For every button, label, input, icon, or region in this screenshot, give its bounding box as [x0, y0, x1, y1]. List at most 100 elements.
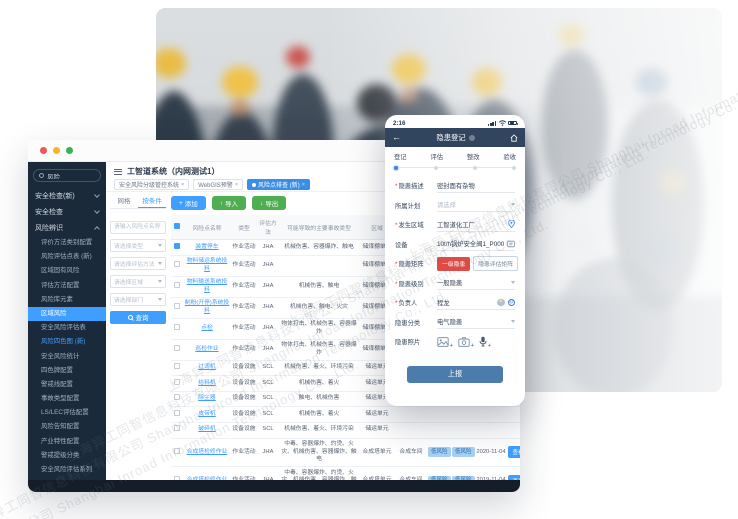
view-button[interactable]: 查看	[508, 446, 520, 459]
sidebar-item[interactable]: 评估方法配置	[41, 281, 80, 289]
query-button[interactable]: 查询	[110, 310, 166, 324]
filter-select[interactable]: 请选择部门	[110, 292, 166, 306]
row-checkbox[interactable]	[174, 260, 180, 267]
row-checkbox[interactable]	[174, 447, 180, 454]
sidebar-item[interactable]: LS/LEC评估配置	[41, 409, 89, 417]
sidebar-item[interactable]: 安全风险评估表	[41, 324, 86, 332]
back-button[interactable]: ←	[392, 132, 401, 142]
sidebar-group[interactable]: 风险辨识	[28, 220, 106, 236]
battery-icon	[508, 120, 518, 126]
close-icon[interactable]: ×	[234, 181, 239, 188]
sidebar-item[interactable]: 警戒线配置	[41, 380, 73, 388]
area-select[interactable]: 工智道化工厂	[437, 218, 515, 232]
row-checkbox[interactable]	[174, 281, 180, 288]
menu-icon[interactable]	[114, 168, 122, 175]
hazard-description-input[interactable]: 密封面有杂物	[437, 179, 515, 193]
sidebar-group[interactable]: 安全检查	[28, 204, 106, 220]
clear-icon[interactable]: ×	[497, 298, 505, 306]
row-checkbox[interactable]	[174, 394, 180, 401]
filter-select[interactable]: 请选择评估方法	[110, 256, 166, 270]
record-audio-button[interactable]: +	[479, 336, 491, 349]
submit-button[interactable]: 上报	[407, 365, 503, 383]
close-icon[interactable]: ×	[301, 181, 305, 188]
row-checkbox[interactable]	[174, 323, 180, 330]
export-button[interactable]: ↓ 导出	[252, 196, 287, 210]
sidebar-search-input[interactable]	[47, 172, 95, 179]
sidebar-item[interactable]: 风险告知配置	[41, 423, 80, 431]
import-button[interactable]: ↑ 导入	[211, 196, 247, 210]
sidebar: 安全检查(新) 安全检查 风险辨识 评价方法	[28, 162, 106, 480]
device-select[interactable]: 10t/h锅炉安全阀1_P0001	[437, 237, 515, 252]
take-photo-button[interactable]: +	[458, 337, 474, 349]
sidebar-search[interactable]	[33, 169, 101, 182]
risk-point-link[interactable]: 合成塔检修作业	[186, 448, 228, 455]
tab-label: 安全风险分级管控系统	[119, 183, 180, 189]
contact-picker-icon[interactable]: @	[507, 298, 515, 306]
risk-point-search-input[interactable]	[110, 220, 166, 234]
step-dot-icon	[434, 165, 439, 170]
row-checkbox[interactable]	[174, 345, 180, 352]
select-all-checkbox[interactable]	[174, 223, 180, 229]
row-checkbox[interactable]	[174, 302, 180, 309]
sidebar-item[interactable]: 事故类型配置	[41, 395, 80, 403]
row-checkbox[interactable]	[174, 242, 180, 249]
step-tab[interactable]: 登记	[394, 154, 407, 161]
add-image-button[interactable]: +	[437, 337, 453, 349]
location-pin-icon[interactable]	[508, 220, 515, 229]
risk-point-link[interactable]: 给料机	[198, 379, 216, 386]
step-dot-icon	[394, 165, 398, 170]
sidebar-item[interactable]: 安全风险统计	[41, 352, 80, 360]
risk-point-link[interactable]: 过滤机	[198, 364, 216, 371]
search-icon	[127, 314, 133, 320]
matrix-evaluate-button[interactable]: 隐患评估矩阵	[473, 256, 518, 272]
row-checkbox[interactable]	[174, 363, 180, 370]
minimize-window-icon[interactable]	[53, 147, 60, 154]
level-select[interactable]: 一般隐患	[437, 276, 515, 291]
risk-point-link[interactable]: 物料储运系统投料	[186, 258, 228, 272]
sidebar-group[interactable]: 安全检查(新)	[28, 188, 106, 204]
risk-point-link[interactable]: 制粉(开停)系统投料	[184, 300, 230, 314]
risk-point-link[interactable]: 装置停车	[195, 243, 219, 250]
chevron-down-icon	[511, 281, 515, 285]
filter-tab[interactable]: 按条件	[138, 196, 166, 208]
step-tab[interactable]: 验收	[503, 154, 516, 161]
row-checkbox[interactable]	[174, 425, 180, 432]
sidebar-item[interactable]: 安全风险评估系列	[41, 466, 93, 473]
filter-select[interactable]: 请选择类型	[110, 238, 166, 252]
filter-select[interactable]: 请选择区域	[110, 274, 166, 288]
add-button[interactable]: + 添加	[171, 196, 206, 210]
close-icon[interactable]: ×	[181, 181, 185, 188]
sidebar-item[interactable]: 四色牌配置	[41, 366, 73, 374]
tab-chip[interactable]: WebGIS预警 ×	[193, 179, 244, 190]
sidebar-item[interactable]: 警戒提级分类	[41, 451, 80, 459]
hazard-level-button[interactable]: 一级隐患	[437, 256, 471, 271]
category-select[interactable]: 电气隐患	[437, 315, 515, 330]
filter-tab[interactable]: 网格	[117, 198, 131, 205]
plan-select[interactable]: 请选择	[437, 198, 515, 213]
risk-point-link[interactable]: 除尘器	[198, 395, 216, 402]
owner-field[interactable]: 程龙 × @	[437, 296, 515, 310]
sidebar-item[interactable]: 风险库元素	[41, 295, 73, 303]
close-window-icon[interactable]	[40, 147, 47, 154]
sidebar-item[interactable]: 产业特性配置	[41, 437, 80, 445]
step-tab[interactable]: 整改	[466, 154, 480, 161]
risk-point-link[interactable]: 巡检作业	[195, 346, 219, 353]
home-button[interactable]	[510, 133, 518, 142]
cell-method: JHA	[257, 239, 279, 256]
risk-point-link[interactable]: 皮带机	[198, 410, 216, 417]
tab-chip[interactable]: 安全风险分级管控系统 ×	[114, 179, 190, 190]
device-select-icon[interactable]	[507, 240, 515, 248]
sidebar-item[interactable]: 评价方法类别配置	[41, 239, 93, 246]
step-tab[interactable]: 评估	[430, 154, 444, 161]
sidebar-item[interactable]: 风险四色图 (新)	[41, 338, 86, 346]
sidebar-item[interactable]: 区域风险	[28, 306, 106, 322]
row-checkbox[interactable]	[174, 409, 180, 416]
row-checkbox[interactable]	[174, 378, 180, 385]
sidebar-item[interactable]: 风险评估点表 (新)	[41, 253, 92, 261]
tab-chip[interactable]: 风险点排查 (新) ×	[247, 179, 310, 190]
risk-point-link[interactable]: 破碎机	[198, 426, 216, 433]
sidebar-item[interactable]: 区域固有风险	[41, 267, 80, 275]
maximize-window-icon[interactable]	[66, 147, 73, 154]
risk-point-link[interactable]: 点检	[201, 324, 213, 331]
risk-point-link[interactable]: 物料输送系统投料	[186, 279, 228, 293]
